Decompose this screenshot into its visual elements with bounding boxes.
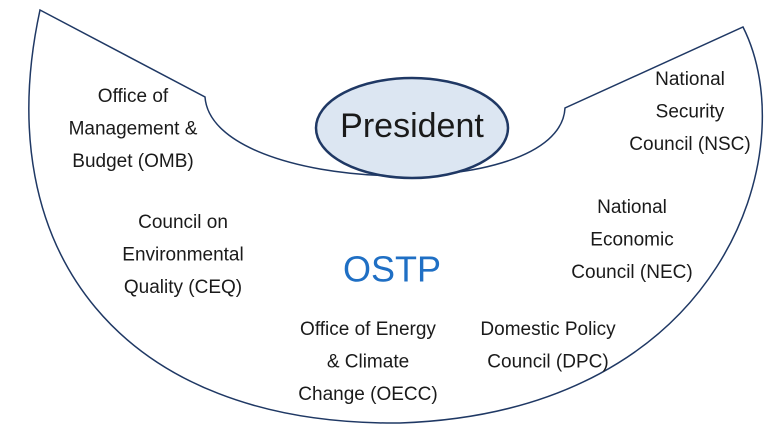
node-line: Office of Energy: [300, 319, 436, 340]
node-line: Environmental: [122, 245, 243, 266]
node-line: National: [655, 69, 725, 90]
node-label: National Security Council (NSC): [629, 69, 750, 155]
node-line: Change (OECC): [298, 384, 437, 405]
node-line: Security: [656, 102, 725, 123]
node-line: Quality (CEQ): [124, 277, 242, 298]
node-line: Domestic Policy: [480, 319, 616, 340]
president-ellipse: [314, 76, 510, 180]
node-label: Domestic Policy Council (DPC): [480, 319, 616, 373]
node-line: Economic: [590, 230, 673, 251]
node-line: Council (NEC): [571, 262, 692, 283]
node-label: National Economic Council (NEC): [571, 197, 692, 283]
node-label: Office of Management & Budget (OMB): [69, 86, 198, 172]
node-line: Office of: [98, 86, 169, 107]
node-line: Budget (OMB): [72, 151, 193, 172]
node-line: National: [597, 197, 667, 218]
president-label: President: [340, 107, 484, 145]
ostp-label: OSTP: [343, 249, 441, 290]
node-line: Council on: [138, 212, 228, 233]
node-line: Council (NSC): [629, 134, 750, 155]
node-line: Council (DPC): [487, 352, 608, 373]
node-line: & Climate: [327, 352, 409, 373]
node-label: Office of Energy & Climate Change (OECC): [298, 319, 437, 405]
node-label: Council on Environmental Quality (CEQ): [122, 212, 243, 298]
node-line: Management &: [69, 119, 198, 140]
